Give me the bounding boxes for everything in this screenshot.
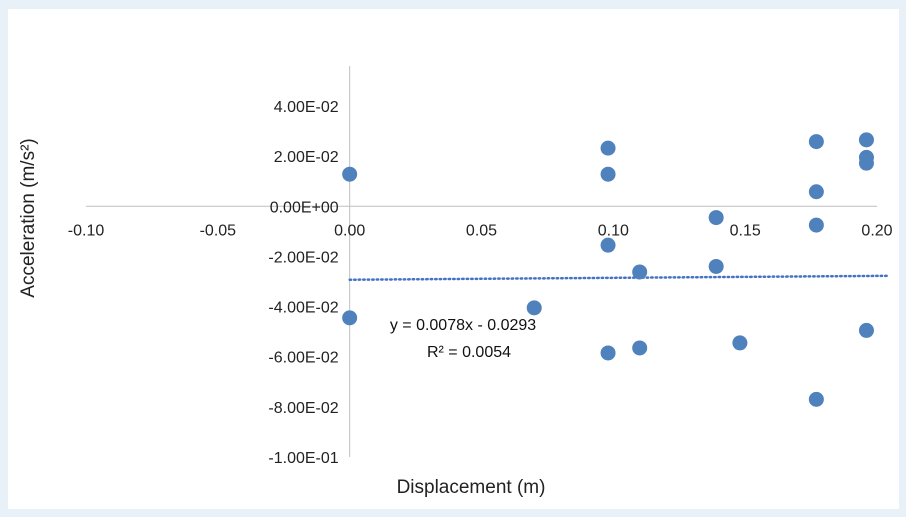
trendline-r2-label: R² = 0.0054 (427, 344, 511, 361)
data-point (632, 340, 648, 356)
data-point (708, 210, 724, 226)
data-point (808, 391, 824, 407)
scatter-plot: 4.00E-02 2.00E-02 0.00E+00 -2.00E-02 -4.00E-… (18, 66, 893, 498)
data-point (600, 166, 616, 182)
data-point (600, 345, 616, 361)
axes (86, 66, 877, 457)
y-tick-label: -1.00E-01 (268, 450, 338, 467)
data-point (632, 264, 648, 280)
y-tick-labels: 4.00E-02 2.00E-02 0.00E+00 -2.00E-02 -4.00E-… (268, 99, 338, 467)
data-point (858, 132, 874, 148)
data-point (858, 155, 874, 171)
y-tick-label: -8.00E-02 (268, 400, 338, 417)
x-tick-label: 0.15 (730, 222, 761, 239)
data-point (808, 184, 824, 200)
data-point (342, 166, 358, 182)
data-point (600, 140, 616, 156)
x-tick-label: -0.10 (68, 222, 105, 239)
x-tick-labels: -0.10 -0.05 0.00 0.05 0.10 0.15 0.20 (68, 222, 893, 239)
y-tick-label: 2.00E-02 (274, 149, 339, 166)
y-tick-label: -4.00E-02 (268, 300, 338, 317)
x-tick-label: 0.20 (861, 222, 892, 239)
y-tick-label: -2.00E-02 (268, 249, 338, 266)
chart-area: 4.00E-02 2.00E-02 0.00E+00 -2.00E-02 -4.00E-… (8, 9, 899, 509)
data-point (600, 237, 616, 253)
y-tick-label: 0.00E+00 (270, 199, 339, 216)
data-point (708, 258, 724, 274)
data-point (858, 322, 874, 338)
x-tick-label: 0.10 (598, 222, 629, 239)
x-axis-title: Displacement (m) (397, 477, 546, 498)
data-point (808, 217, 824, 233)
x-tick-label: 0.00 (334, 222, 365, 239)
x-tick-label: 0.05 (466, 222, 497, 239)
data-point (526, 300, 542, 316)
data-points (342, 132, 874, 407)
data-point (342, 310, 358, 326)
data-point (732, 335, 748, 351)
trendline (348, 274, 889, 281)
y-axis-title: Acceleration (m/s²) (18, 138, 39, 297)
y-tick-label: 4.00E-02 (274, 99, 339, 116)
y-tick-label: -6.00E-02 (268, 350, 338, 367)
trendline-equation-label: y = 0.0078x - 0.0293 (390, 317, 536, 334)
x-tick-label: -0.05 (200, 222, 237, 239)
data-point (808, 134, 824, 150)
